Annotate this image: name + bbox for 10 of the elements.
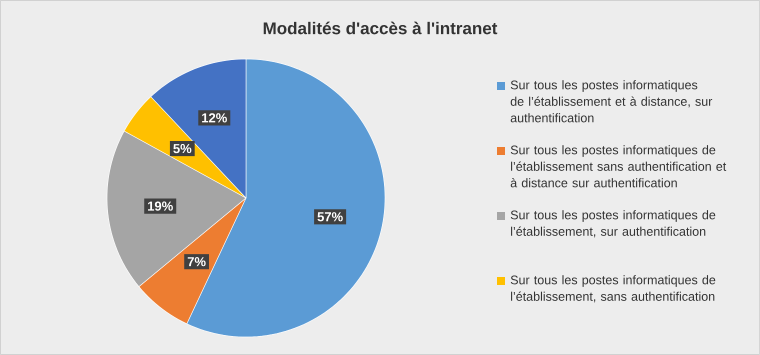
legend-label: Sur tous les postes informatiques de l’établissement, sur authentification [510,210,716,238]
data-label: 5% [173,144,192,154]
legend-label: Sur tous les postes informatiques de l’établissement, sans authentification [510,275,716,302]
data-label: 19% [148,201,173,211]
legend-label: Sur tous les postes informatiques de l’établissement et à distance, sur authentification [510,80,712,122]
legend-label: Sur tous les postes informatiques de l’établissement sans authentification et à distance sur authentification [510,145,726,188]
data-label: 57% [318,212,343,222]
data-label: 12% [202,113,227,122]
chart-title: Modalités d'accès à l'intranet [264,22,498,34]
data-label: 7% [188,257,206,266]
